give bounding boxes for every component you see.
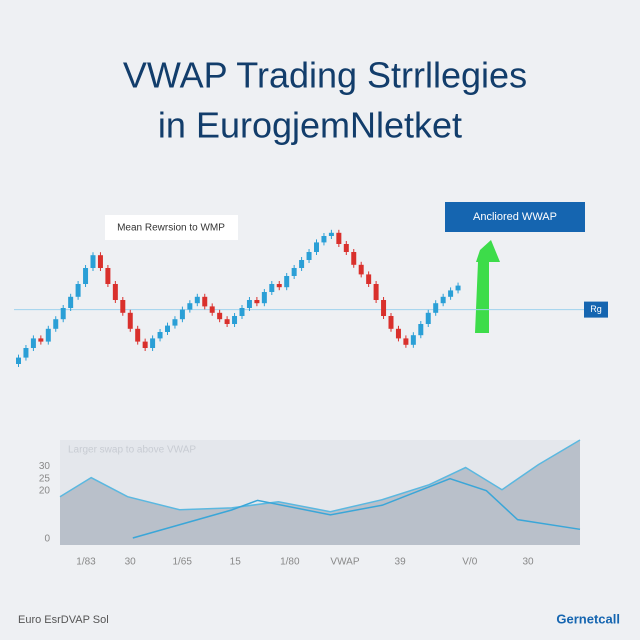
candle: [314, 242, 319, 252]
candle: [83, 268, 89, 284]
arrow: [475, 240, 500, 333]
x-tick-label: 1/65: [172, 557, 192, 568]
candle: [410, 335, 416, 345]
candle: [254, 300, 260, 304]
candle: [30, 338, 36, 348]
candle: [381, 300, 387, 316]
y-tick-label: 25: [39, 473, 51, 484]
candle: [306, 252, 312, 260]
candle: [187, 303, 193, 310]
candle: [97, 255, 103, 268]
candle: [16, 357, 21, 364]
area: [60, 440, 580, 545]
x-tick-label: 1/83: [76, 557, 96, 568]
candle: [23, 348, 29, 358]
candle: [343, 244, 349, 252]
candle: [90, 255, 96, 268]
candle: [112, 284, 118, 300]
candle: [291, 268, 297, 276]
candle: [232, 316, 238, 324]
candle: [209, 306, 215, 313]
chart-subtitle: Larger swap to above VWAP: [68, 445, 196, 456]
candle: [135, 328, 141, 342]
candle: [433, 303, 439, 313]
x-tick-label: 30: [125, 557, 137, 568]
candle: [105, 268, 111, 284]
candle: [224, 319, 230, 324]
y-tick-label: 0: [44, 534, 50, 545]
candle: [120, 300, 126, 313]
candle: [179, 309, 185, 320]
candle: [388, 316, 394, 329]
candle: [194, 296, 200, 304]
annotation-box: [105, 215, 238, 240]
annotation-box: [445, 202, 585, 232]
candle: [403, 338, 409, 345]
x-tick-label: 39: [395, 557, 407, 568]
candle: [299, 260, 305, 268]
candle: [373, 284, 379, 300]
candle: [440, 296, 446, 304]
candle: [261, 292, 267, 304]
candle: [269, 284, 275, 292]
footer-right: Gernetcall: [556, 611, 620, 626]
candle: [68, 296, 74, 308]
y-tick-label: 30: [39, 461, 51, 472]
x-tick-label: 30: [522, 557, 534, 568]
candle: [60, 308, 66, 320]
candle: [336, 232, 342, 244]
candle: [38, 338, 44, 342]
candle: [448, 290, 454, 297]
candle: [395, 328, 401, 339]
footer-left: Euro EsrDVAP Sol: [18, 614, 109, 626]
candle: [127, 312, 133, 329]
candle: [142, 341, 148, 348]
candle: [202, 296, 208, 307]
candle: [239, 308, 245, 316]
annotation: Ancliored WWAP: [473, 211, 557, 223]
candle: [172, 319, 178, 326]
candle: [455, 285, 461, 291]
candle: [358, 264, 364, 275]
candle: [328, 232, 334, 236]
x-tick-label: VWAP: [330, 557, 359, 568]
candle: [425, 312, 431, 324]
candle: [45, 328, 51, 342]
x-tick-label: 1/80: [280, 557, 300, 568]
candle: [284, 276, 290, 288]
vwap-label-box: [584, 301, 608, 318]
candle: [276, 284, 282, 288]
line: [59, 439, 581, 513]
annotation: Mean Rewrsion to WMP: [117, 223, 225, 234]
y-tick-label: 20: [39, 485, 51, 496]
vwap-label: Rg: [590, 304, 602, 314]
candle: [157, 332, 163, 339]
candle: [366, 274, 372, 284]
candle: [217, 312, 223, 320]
candle: [53, 319, 59, 329]
candle: [75, 284, 81, 297]
candle: [165, 325, 170, 332]
candle: [418, 324, 424, 336]
x-tick-label: V/0: [462, 557, 477, 568]
chart-title: in EurogjemNletket: [158, 105, 462, 146]
line: [132, 477, 581, 539]
candle: [246, 300, 252, 308]
x-tick-label: 15: [230, 557, 242, 568]
candle: [150, 338, 156, 348]
chart-title: VWAP Trading Strrllegies: [123, 55, 527, 96]
candle: [351, 252, 357, 265]
candle: [321, 236, 327, 243]
